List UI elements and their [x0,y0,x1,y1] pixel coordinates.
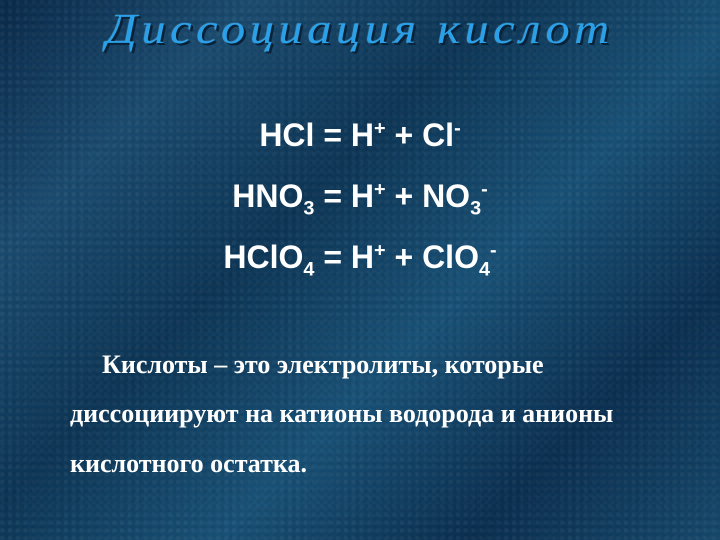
equation-2: HNO3 = H+ + NO3- [0,166,720,227]
equation-1: HCl = H+ + Cl- [0,105,720,166]
definition-text: Кислоты – это электролиты, которые диссо… [70,340,650,488]
equation-3: HClO4 = H+ + ClO4- [0,227,720,288]
equation-list: HCl = H+ + Cl- HNO3 = H+ + NO3- HClO4 = … [0,105,720,287]
slide-title: Диссоциация кислот [0,6,720,54]
